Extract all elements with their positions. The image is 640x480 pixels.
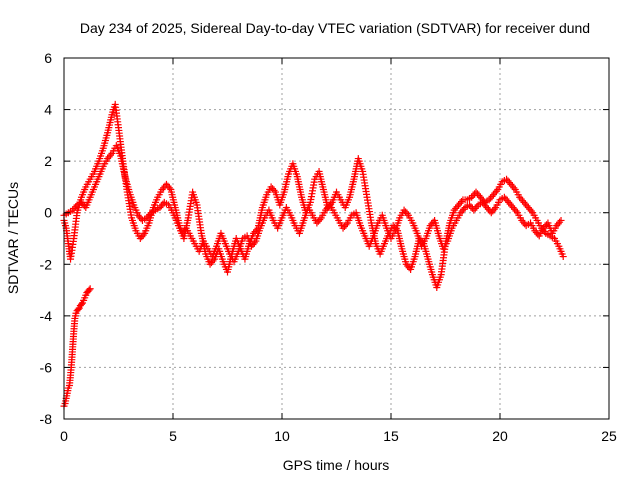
data-point bbox=[316, 216, 324, 224]
data-point bbox=[139, 231, 147, 239]
y-tick-label: 6 bbox=[44, 50, 52, 66]
data-point bbox=[146, 210, 154, 218]
data-point bbox=[460, 205, 468, 213]
y-tick-label: -4 bbox=[40, 308, 53, 324]
chart-title: Day 234 of 2025, Sidereal Day-to-day VTE… bbox=[80, 20, 590, 36]
data-point bbox=[72, 203, 80, 211]
data-point bbox=[74, 305, 82, 313]
data-point bbox=[490, 205, 498, 213]
data-point bbox=[457, 198, 465, 206]
series-sdtvar-track-b bbox=[60, 142, 565, 266]
x-tick-label: 0 bbox=[60, 428, 68, 444]
data-point bbox=[85, 286, 93, 294]
data-point bbox=[557, 216, 565, 224]
y-tick-label: -6 bbox=[40, 359, 53, 375]
data-point bbox=[473, 203, 481, 211]
axis-ticks: 0 5 10 15 20 25 -8 -6 -4 -2 0 2 4 6 bbox=[40, 50, 617, 444]
data-point bbox=[107, 151, 115, 159]
y-tick-label: 0 bbox=[44, 205, 52, 221]
data-point bbox=[165, 184, 173, 192]
data-point bbox=[270, 186, 278, 194]
x-tick-label: 10 bbox=[274, 428, 290, 444]
data-point bbox=[512, 207, 520, 215]
data-point bbox=[492, 187, 500, 195]
data-point bbox=[403, 210, 411, 218]
x-tick-label: 15 bbox=[383, 428, 399, 444]
plot-frame bbox=[63, 57, 610, 420]
data-point bbox=[559, 253, 567, 261]
grid-lines bbox=[64, 58, 609, 419]
x-tick-label: 25 bbox=[601, 428, 617, 444]
data-point bbox=[77, 300, 85, 308]
x-tick-label: 20 bbox=[492, 428, 508, 444]
series-sdtvar-start-segment bbox=[60, 285, 94, 410]
data-marks bbox=[60, 100, 567, 410]
data-point bbox=[342, 221, 350, 229]
data-point bbox=[527, 207, 535, 215]
y-tick-label: -2 bbox=[40, 256, 53, 272]
y-tick-label: 2 bbox=[44, 153, 52, 169]
series-sdtvar-track-a bbox=[60, 100, 567, 291]
y-axis-label: SDTVAR / TECUs bbox=[5, 182, 21, 294]
data-point bbox=[510, 184, 518, 192]
data-point bbox=[556, 218, 564, 226]
x-axis-label: GPS time / hours bbox=[283, 457, 390, 473]
data-point bbox=[209, 257, 217, 265]
y-tick-label: 4 bbox=[44, 102, 52, 118]
y-tick-label: -8 bbox=[40, 411, 53, 427]
data-point bbox=[86, 285, 94, 293]
x-tick-label: 5 bbox=[169, 428, 177, 444]
data-point bbox=[250, 239, 258, 247]
